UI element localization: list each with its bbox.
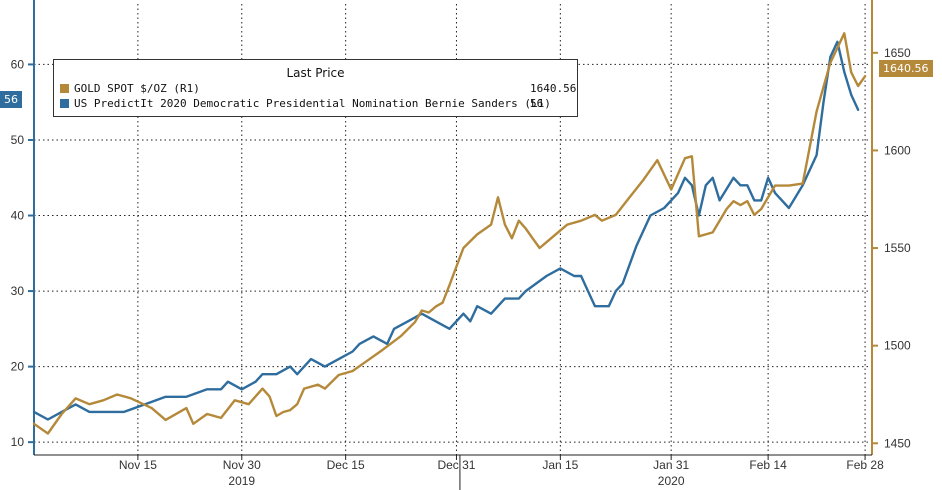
right-tick-label: 1550 — [884, 241, 911, 255]
left-tick-label: 40 — [11, 209, 25, 223]
axes: 10 20 30 40 50 60 1450 1500 1550 1600 1650 Nov 15 No… — [11, 0, 911, 490]
legend-swatch-sanders — [60, 99, 69, 108]
x-tick-label: Feb 28 — [846, 458, 884, 472]
left-tick-label: 50 — [11, 133, 25, 147]
x-tick-label: Dec 15 — [327, 458, 365, 472]
left-tick-label: 10 — [11, 435, 25, 449]
x-tick-label: Jan 31 — [653, 458, 689, 472]
left-tick-label: 20 — [11, 360, 25, 374]
x-tick-label: Feb 14 — [749, 458, 787, 472]
legend-swatch-gold — [60, 84, 69, 93]
legend-value-sanders: 56 — [530, 97, 544, 110]
year-label: 2019 — [228, 474, 255, 488]
x-tick-label: Nov 15 — [119, 458, 157, 472]
series-line-sanders — [32, 40, 860, 421]
x-tick-label: Nov 30 — [223, 458, 261, 472]
year-label: 2020 — [658, 474, 685, 488]
legend-label-sanders: US PredictIt 2020 Democratic Presidentia… — [74, 97, 551, 110]
x-tick-label: Jan 15 — [542, 458, 578, 472]
series-line-gold — [32, 32, 867, 435]
legend-entry-sanders: US PredictIt 2020 Democratic Presidentia… — [60, 97, 571, 111]
right-tick-label: 1600 — [884, 143, 911, 157]
right-tick-label: 1450 — [884, 436, 911, 450]
last-value-tag-gold: 1640.56 — [879, 60, 933, 77]
right-tick-label: 1650 — [884, 46, 911, 60]
legend-value-gold: 1640.56 — [530, 82, 577, 95]
legend-header: Last Price — [286, 66, 345, 80]
legend-label-gold: GOLD SPOT $/OZ (R1) — [74, 82, 200, 95]
legend: Last Price GOLD SPOT $/OZ (R1) 1640.56 U… — [53, 59, 578, 117]
x-tick-label: Dec 31 — [437, 458, 475, 472]
left-tick-label: 60 — [11, 57, 25, 71]
last-value-tag-sanders: 56 — [0, 91, 22, 108]
legend-entry-gold: GOLD SPOT $/OZ (R1) 1640.56 — [60, 82, 576, 96]
left-tick-label: 30 — [11, 284, 25, 298]
right-tick-label: 1500 — [884, 339, 911, 353]
series-layer — [32, 32, 867, 435]
